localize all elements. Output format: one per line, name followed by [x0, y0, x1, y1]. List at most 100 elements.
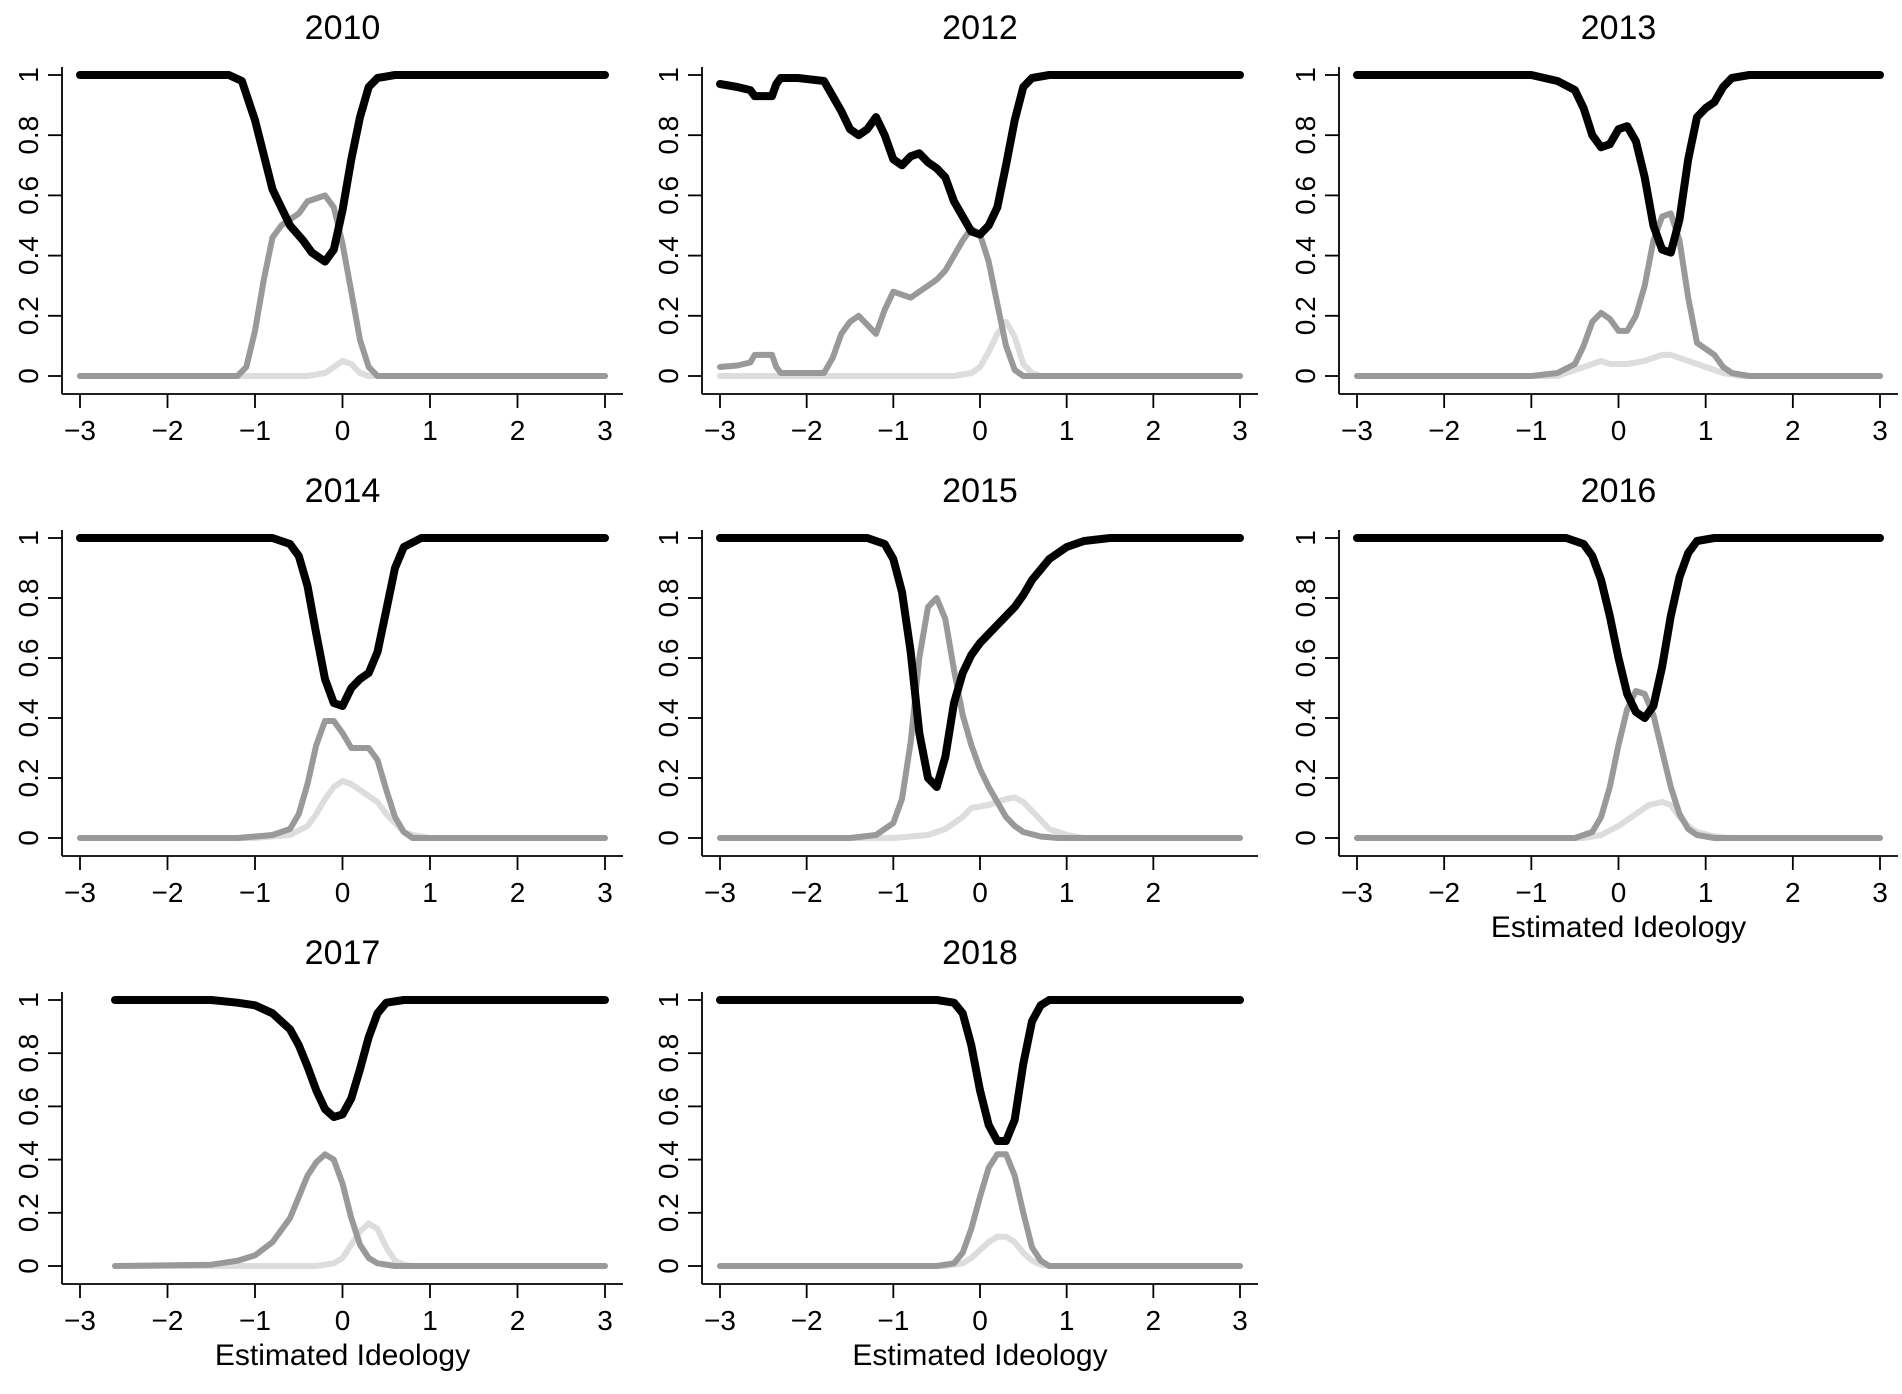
x-tick-label: 1 — [1698, 877, 1714, 908]
y-tick-label: 0.2 — [653, 759, 684, 798]
x-tick-label: 2 — [510, 1305, 526, 1336]
series-line-lightgray — [1354, 799, 1883, 841]
panel-2017: 2017 0 0.2 0.4 0.6 0.8 1 −3 −2 −1 0 1 2 3 Estimated Id… — [13, 934, 623, 1372]
x-tick-label: −3 — [704, 877, 736, 908]
x-tick-label: 1 — [422, 1305, 438, 1336]
x-tick-label: 0 — [335, 415, 351, 446]
y-tick-label: 0.8 — [1290, 579, 1321, 618]
panel-2012: 2012 0 0.2 0.4 0.6 0.8 1 −3 −2 −1 0 1 2 3 — [653, 9, 1258, 446]
x-tick-label: 3 — [597, 877, 613, 908]
y-tick-label: 0.2 — [653, 296, 684, 335]
panel-2014: 2014 0 0.2 0.4 0.6 0.8 1 −3 −2 −1 0 1 2 3 — [13, 472, 623, 908]
panel-title: 2018 — [942, 934, 1018, 972]
y-tick-label: 0 — [13, 368, 44, 384]
panel-title: 2016 — [1581, 472, 1657, 510]
y-tick-label: 0.4 — [13, 236, 44, 275]
panel-title: 2015 — [942, 472, 1018, 510]
y-tick-label: 0.6 — [13, 639, 44, 678]
x-tick-label: 2 — [510, 877, 526, 908]
y-tick-label: 1 — [13, 992, 44, 1008]
y-tick-label: 0.8 — [13, 1034, 44, 1073]
y-tick-label: 0.4 — [1290, 236, 1321, 275]
x-tick-label: 3 — [1232, 1305, 1248, 1336]
y-tick-label: 0.4 — [653, 236, 684, 275]
x-tick-label: −1 — [877, 1305, 909, 1336]
series-line-black — [76, 71, 609, 266]
series-line-lightgray — [77, 778, 608, 841]
x-axis-label: Estimated Ideology — [215, 1339, 470, 1372]
y-tick-label: 0 — [653, 368, 684, 384]
x-tick-label: −1 — [239, 877, 271, 908]
x-tick-label: −1 — [1515, 415, 1547, 446]
y-tick-label: 0.6 — [653, 639, 684, 678]
y-tick-label: 0.8 — [13, 579, 44, 618]
x-tick-label: 3 — [597, 415, 613, 446]
y-tick-label: 0.6 — [13, 176, 44, 215]
x-tick-label: 3 — [1872, 877, 1888, 908]
y-tick-label: 0 — [653, 830, 684, 846]
y-tick-label: 0.2 — [13, 1193, 44, 1232]
x-tick-label: −3 — [64, 415, 96, 446]
series-line-darkgray — [1354, 688, 1883, 841]
x-tick-label: 0 — [972, 415, 988, 446]
y-tick-label: 0.8 — [653, 579, 684, 618]
y-tick-label: 0.4 — [1290, 699, 1321, 738]
x-tick-label: 1 — [1059, 1305, 1075, 1336]
series-line-black — [716, 71, 1244, 239]
x-tick-label: −2 — [152, 877, 184, 908]
y-tick-label: 0.6 — [653, 176, 684, 215]
x-tick-label: 2 — [510, 415, 526, 446]
series-line-black — [1353, 534, 1884, 722]
x-tick-label: 3 — [597, 1305, 613, 1336]
panel-2018: 2018 0 0.2 0.4 0.6 0.8 1 −3 −2 −1 0 1 2 3 Estimated Id… — [653, 934, 1258, 1372]
x-tick-label: −3 — [64, 1305, 96, 1336]
series-line-black — [716, 534, 1244, 791]
y-tick-label: 0.6 — [1290, 639, 1321, 678]
x-tick-label: 2 — [1146, 1305, 1162, 1336]
x-tick-label: 0 — [1611, 415, 1627, 446]
y-tick-label: 1 — [653, 530, 684, 546]
y-tick-label: 1 — [653, 992, 684, 1008]
y-tick-label: 0.4 — [653, 699, 684, 738]
x-axis-label: Estimated Ideology — [852, 1339, 1107, 1372]
x-tick-label: 1 — [422, 877, 438, 908]
x-tick-label: 1 — [1059, 877, 1075, 908]
x-tick-label: 2 — [1146, 415, 1162, 446]
x-tick-label: 3 — [1232, 415, 1248, 446]
x-tick-label: −1 — [1515, 877, 1547, 908]
y-tick-label: 0.4 — [13, 1140, 44, 1179]
series-line-black — [111, 996, 609, 1121]
series-line-black — [76, 534, 609, 710]
series-line-darkgray — [77, 192, 608, 379]
series-line-darkgray — [77, 718, 608, 841]
x-tick-label: 2 — [1146, 877, 1162, 908]
series-line-darkgray — [112, 1151, 608, 1269]
x-tick-label: 0 — [1611, 877, 1627, 908]
series-line-lightgray — [1354, 351, 1883, 379]
series-line-lightgray — [717, 1233, 1243, 1269]
y-tick-label: 0.8 — [13, 116, 44, 155]
x-tick-label: −3 — [704, 415, 736, 446]
y-tick-label: 0 — [13, 1258, 44, 1274]
y-tick-label: 0.6 — [13, 1087, 44, 1126]
y-tick-label: 0.2 — [13, 759, 44, 798]
panel-title: 2010 — [305, 9, 381, 47]
series-line-darkgray — [717, 1151, 1243, 1269]
x-tick-label: −1 — [877, 877, 909, 908]
x-tick-label: 0 — [972, 1305, 988, 1336]
x-axis-label: Estimated Ideology — [1491, 911, 1746, 944]
panel-2010: 2010 0 0.2 0.4 0.6 0.8 1 −3 −2 −1 0 1 2 3 — [13, 9, 623, 446]
panel-title: 2014 — [305, 472, 381, 510]
panel-title: 2017 — [305, 934, 381, 972]
y-tick-label: 0.2 — [653, 1193, 684, 1232]
y-tick-label: 1 — [13, 530, 44, 546]
y-tick-label: 0.8 — [1290, 116, 1321, 155]
y-tick-label: 0.2 — [1290, 296, 1321, 335]
x-tick-label: −2 — [152, 415, 184, 446]
x-tick-label: −2 — [791, 1305, 823, 1336]
x-tick-label: −2 — [791, 415, 823, 446]
series-line-darkgray — [717, 225, 1243, 379]
x-tick-label: 0 — [972, 877, 988, 908]
y-tick-label: 0 — [1290, 368, 1321, 384]
y-tick-label: 1 — [1290, 67, 1321, 83]
